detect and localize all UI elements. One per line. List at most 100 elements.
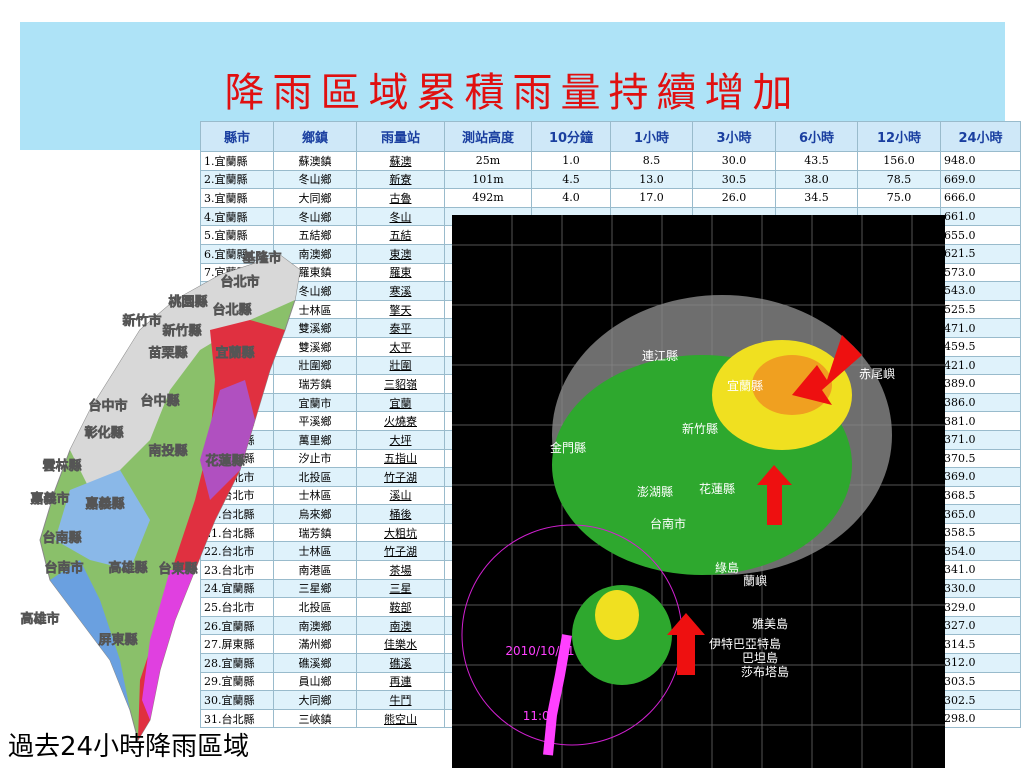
table-cell: 421.0 xyxy=(940,355,1021,376)
station-link[interactable]: 五指山 xyxy=(356,448,445,469)
table-cell: 大同鄉 xyxy=(273,690,357,710)
table-cell: 34.5 xyxy=(775,188,858,208)
table-cell: 宜蘭市 xyxy=(273,392,357,413)
table-cell: 369.0 xyxy=(940,467,1021,487)
station-link[interactable]: 三星 xyxy=(356,578,445,599)
station-link[interactable]: 桶後 xyxy=(356,504,445,524)
table-cell: 459.5 xyxy=(940,336,1021,357)
table-cell: 壯圍鄉 xyxy=(273,355,357,376)
map-label: 新竹市 xyxy=(122,313,161,329)
column-header: 測站高度 xyxy=(444,121,532,152)
radar-label: 巴坦島 xyxy=(742,650,778,665)
map-label: 台北縣 xyxy=(212,302,251,318)
station-link[interactable]: 太平 xyxy=(356,336,445,357)
radar-image xyxy=(452,215,945,768)
table-cell: 大同鄉 xyxy=(273,188,357,208)
map-label: 嘉義縣 xyxy=(84,496,124,512)
table-cell: 389.0 xyxy=(940,374,1021,394)
station-link[interactable]: 東澳 xyxy=(356,243,445,264)
table-cell: 29.宜蘭縣 xyxy=(200,671,274,692)
table-cell: 24.宜蘭縣 xyxy=(200,578,274,599)
table-cell: 38.0 xyxy=(775,169,858,190)
table-cell: 358.5 xyxy=(940,522,1021,543)
station-link[interactable]: 羅東 xyxy=(356,262,445,283)
radar-label: 2010/10/21 xyxy=(505,644,574,658)
station-link[interactable]: 熊空山 xyxy=(356,708,445,729)
radar-label: 赤尾嶼 xyxy=(859,367,895,381)
column-header: 6小時 xyxy=(775,121,858,152)
table-cell: 萬里鄉 xyxy=(273,429,357,450)
radar-label: 宜蘭縣 xyxy=(727,378,763,393)
map-label: 屏東縣 xyxy=(98,632,137,648)
table-cell: 31.台北縣 xyxy=(200,708,274,729)
table-cell: 士林區 xyxy=(273,541,357,562)
table-cell: 士林區 xyxy=(273,485,357,506)
table-cell: 621.5 xyxy=(940,243,1021,264)
table-cell: 26.宜蘭縣 xyxy=(200,615,274,636)
table-cell: 6.宜蘭縣 xyxy=(200,243,274,264)
map-label: 台北市 xyxy=(220,274,259,290)
table-cell: 30.5 xyxy=(692,169,776,190)
table-cell: 26.0 xyxy=(692,188,776,208)
table-cell: 368.5 xyxy=(940,485,1021,506)
table-cell: 669.0 xyxy=(940,169,1021,190)
radar-label: 11:00 xyxy=(523,709,558,723)
map-label: 雲林縣 xyxy=(42,458,81,474)
table-cell: 543.0 xyxy=(940,281,1021,301)
table-cell: 平溪鄉 xyxy=(273,411,357,431)
table-cell: 員山鄉 xyxy=(273,671,357,692)
table-cell: 525.5 xyxy=(940,299,1021,320)
station-link: 古魯 xyxy=(356,188,445,208)
column-header: 3小時 xyxy=(692,121,776,152)
table-cell: 22.台北市 xyxy=(200,541,274,562)
column-header: 縣市 xyxy=(200,121,274,152)
slide-title: 降雨區域累積雨量持續增加 xyxy=(224,70,801,116)
radar-label: 莎布塔島 xyxy=(741,664,789,679)
table-cell: 瑞芳鎮 xyxy=(273,522,357,543)
station-link[interactable]: 泰平 xyxy=(356,318,445,338)
radar-label: 雅美島 xyxy=(752,616,788,631)
station-link[interactable]: 冬山 xyxy=(356,206,445,227)
table-row: 3.宜蘭縣 大同鄉 古魯 492m 4.0 17.0 26.0 34.5 75.0 666.0 xyxy=(200,188,1021,208)
map-label: 台南縣 xyxy=(42,530,81,546)
map-label: 桃園縣 xyxy=(168,294,207,310)
station-link[interactable]: 大粗坑 xyxy=(356,522,445,543)
table-cell: 314.5 xyxy=(940,634,1021,655)
table-cell: 370.5 xyxy=(940,448,1021,469)
station-link[interactable]: 竹子湖 xyxy=(356,541,445,562)
station-link[interactable]: 壯圍 xyxy=(356,355,445,376)
table-cell: 948.0 xyxy=(940,151,1021,171)
table-cell: 381.0 xyxy=(940,411,1021,431)
station-link[interactable]: 大坪 xyxy=(356,429,445,450)
table-cell: 298.0 xyxy=(940,708,1021,729)
map-label: 高雄市 xyxy=(20,611,59,627)
table-cell: 386.0 xyxy=(940,392,1021,413)
station-link[interactable]: 礁溪 xyxy=(356,653,445,673)
column-header: 24小時 xyxy=(940,121,1021,152)
station-link[interactable]: 寒溪 xyxy=(356,281,445,301)
table-cell: 烏來鄉 xyxy=(273,504,357,524)
radar-label: 澎湖縣 xyxy=(637,484,673,499)
table-cell: 661.0 xyxy=(940,206,1021,227)
table-cell: 330.0 xyxy=(940,578,1021,599)
table-cell: 573.0 xyxy=(940,262,1021,283)
station-link[interactable]: 宜蘭 xyxy=(356,392,445,413)
rain-map xyxy=(39,254,301,742)
radar-label: 連江縣 xyxy=(642,349,678,363)
radar-label: 花蓮縣 xyxy=(699,481,735,496)
station-link[interactable]: 火燒寮 xyxy=(356,411,445,431)
table-cell: 汐止市 xyxy=(273,448,357,469)
column-header: 12小時 xyxy=(857,121,941,152)
table-cell: 瑞芳鎮 xyxy=(273,374,357,394)
map-label: 宜蘭縣 xyxy=(215,345,254,361)
station-link[interactable]: 三貂嶺 xyxy=(356,374,445,394)
map-label: 南投縣 xyxy=(148,443,187,459)
radar-label: 台南市 xyxy=(650,516,686,531)
column-header: 10分鐘 xyxy=(531,121,611,152)
table-cell: 4.0 xyxy=(531,188,611,208)
table-cell: 365.0 xyxy=(940,504,1021,524)
table-cell: 三星鄉 xyxy=(273,578,357,599)
table-cell: 北投區 xyxy=(273,597,357,617)
